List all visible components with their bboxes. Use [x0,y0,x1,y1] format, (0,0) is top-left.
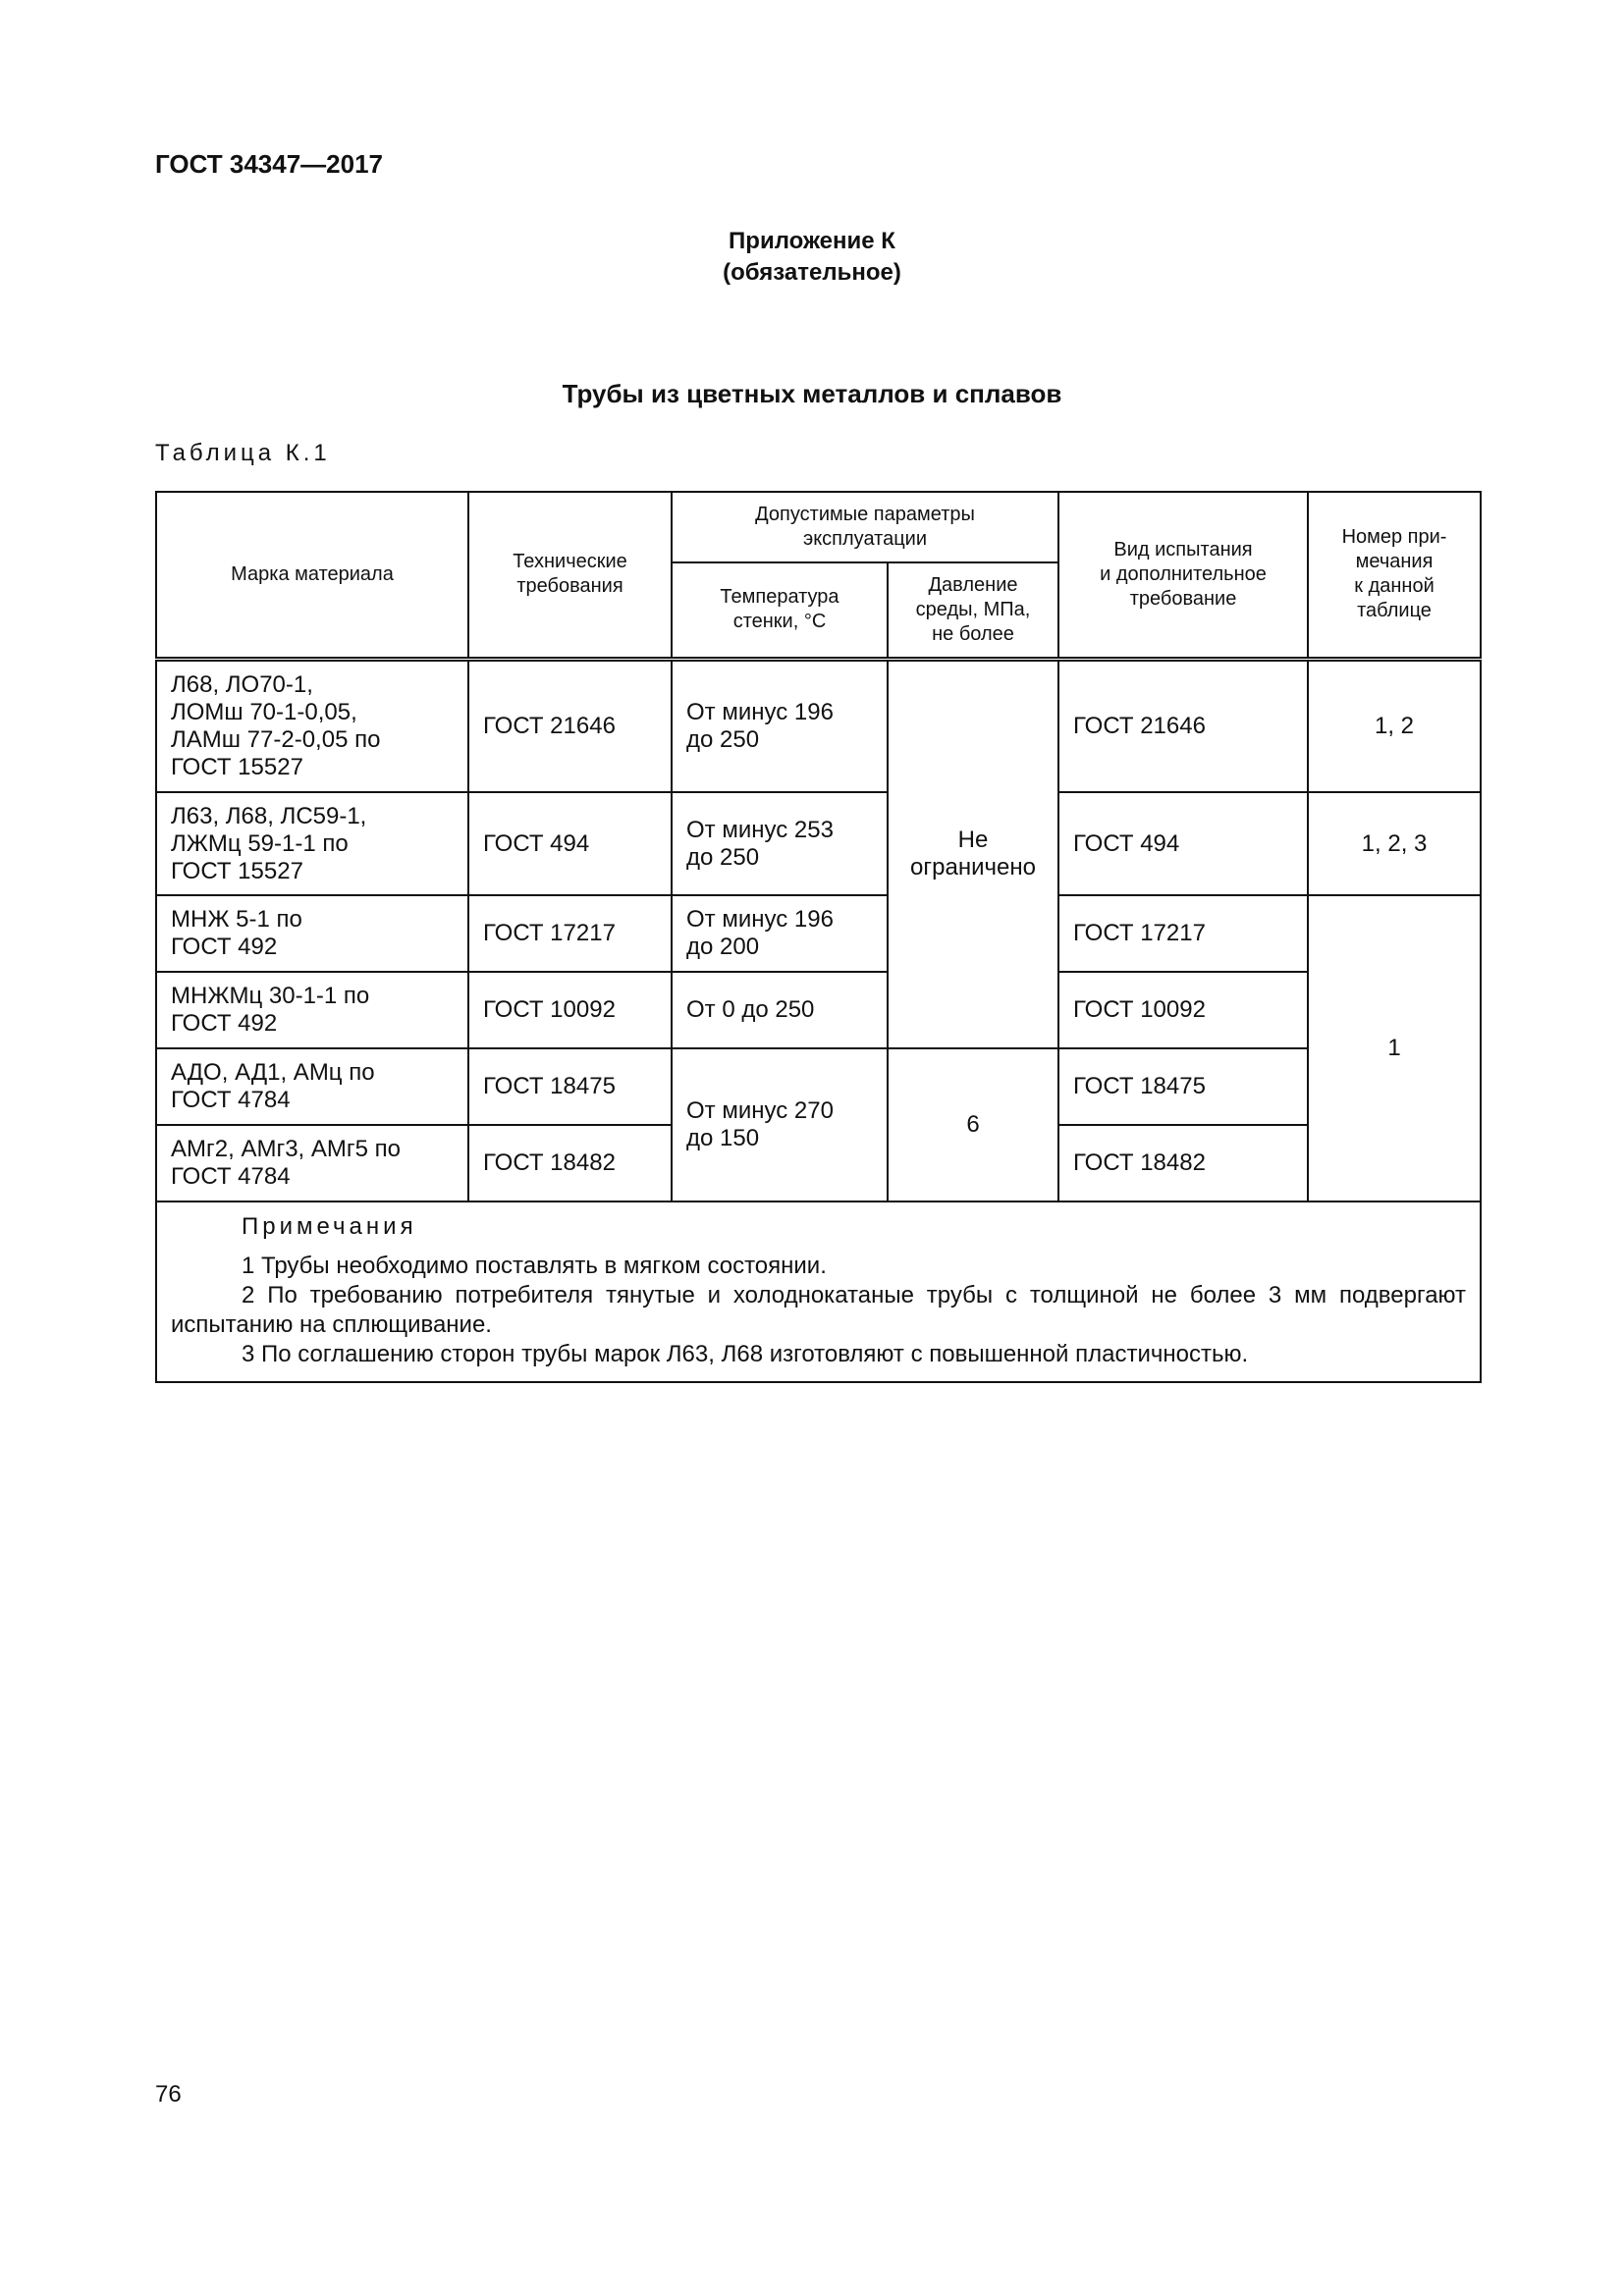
test-cell: ГОСТ 18475 [1057,1047,1310,1126]
note-item: 3 По соглашению сторон трубы марок Л63, … [242,1341,1249,1367]
tech-cell: ГОСТ 18475 [467,1047,673,1126]
tech-cell: ГОСТ 10092 [467,971,673,1049]
section-heading: Трубы из цветных металлов и сплавов [562,379,1062,408]
col-header-tech: Технические требования [467,491,673,662]
table-row: АМг2, АМг3, АМг5 по ГОСТ 4784 ГОСТ 18482… [155,1124,1481,1202]
notes-row: Примечания 1 Трубы необходимо поставлять… [154,1201,1483,1383]
note-cell: 1, 2, 3 [1307,791,1483,896]
col-header-test: Вид испытания и дополнительное требовани… [1057,491,1310,662]
page-number: 76 [155,2081,182,2108]
material-cell: АМг2, АМг3, АМг5 по ГОСТ 4784 [155,1124,469,1202]
col-header-pressure: Давление среды, МПа, не более [886,561,1060,662]
tech-cell: ГОСТ 21646 [467,658,673,793]
temp-cell: От 0 до 250 [671,971,889,1049]
material-cell: Л63, Л68, ЛС59-1, ЛЖМц 59-1-1 по ГОСТ 15… [155,791,469,896]
notes-cell: Примечания 1 Трубы необходимо поставлять… [154,1201,1483,1383]
material-cell: МНЖ 5-1 по ГОСТ 492 [155,894,469,973]
annex-status: (обязательное) [723,259,901,286]
col-header-note: Номер при- мечания к данной таблице [1307,491,1483,662]
table-row: МНЖМц 30-1-1 по ГОСТ 492 ГОСТ 10092 От 0… [155,971,1481,1049]
material-cell: МНЖМц 30-1-1 по ГОСТ 492 [155,971,469,1049]
temp-cell: От минус 196 до 250 [671,658,889,793]
document-code: ГОСТ 34347—2017 [155,149,383,179]
temp-cell: От минус 196 до 200 [671,894,889,973]
col-header-params: Допустимые параметры эксплуатации [670,491,1060,563]
note-item: 2 По требованию потребителя тянутые и хо… [171,1282,1467,1338]
tech-cell: ГОСТ 18482 [467,1124,673,1202]
material-cell: Л68, ЛО70-1, ЛОМш 70-1-0,05, ЛАМш 77-2-0… [155,658,469,793]
test-cell: ГОСТ 10092 [1057,971,1310,1049]
temp-cell: От минус 253 до 250 [671,791,889,896]
test-cell: ГОСТ 21646 [1057,658,1310,793]
pipes-table: Марка материала Технические требования Д… [154,491,1483,1383]
note-cell: 1, 2 [1307,658,1483,793]
table-row: Л63, Л68, ЛС59-1, ЛЖМц 59-1-1 по ГОСТ 15… [155,791,1483,896]
test-cell: ГОСТ 17217 [1057,894,1310,973]
note-item: 1 Трубы необходимо поставлять в мягком с… [242,1253,827,1279]
material-cell: АДО, АД1, АМц по ГОСТ 4784 [155,1047,469,1126]
note-cell: 1 [1307,894,1483,1202]
table-row: Л68, ЛО70-1, ЛОМш 70-1-0,05, ЛАМш 77-2-0… [155,658,1483,1049]
notes-title: Примечания [242,1213,417,1240]
tech-cell: ГОСТ 494 [467,791,673,896]
table-row: АДО, АД1, АМц по ГОСТ 4784 ГОСТ 18475 От… [155,1047,1481,1202]
table-label: Таблица К.1 [155,440,331,466]
pressure-cell: 6 [886,1047,1060,1202]
temp-cell: От минус 270 до 150 [671,1047,889,1202]
test-cell: ГОСТ 18482 [1057,1124,1310,1202]
col-header-material: Марка материала [155,491,469,662]
test-cell: ГОСТ 494 [1057,791,1310,896]
annex-title: Приложение К [729,228,895,254]
pressure-cell: Не ограничено [886,658,1060,1049]
table-row: МНЖ 5-1 по ГОСТ 492 ГОСТ 17217 От минус … [155,894,1483,1202]
annex-heading: Приложение К (обязательное) [0,226,1624,289]
tech-cell: ГОСТ 17217 [467,894,673,973]
col-header-temp: Температура стенки, °С [671,561,889,662]
